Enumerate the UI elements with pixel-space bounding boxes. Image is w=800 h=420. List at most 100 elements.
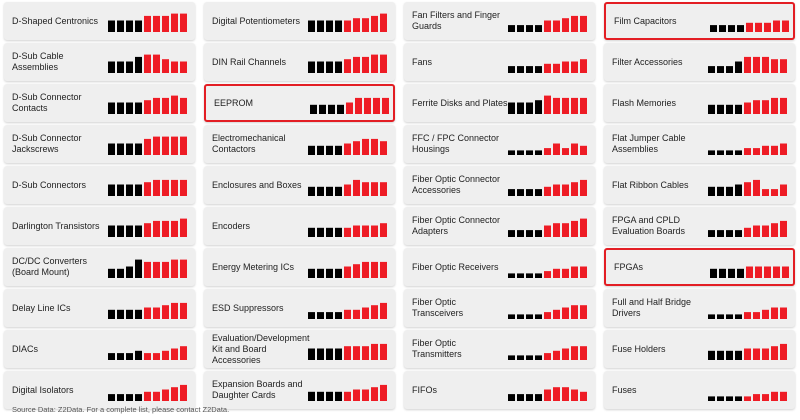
bar <box>562 307 569 319</box>
mini-bar-chart <box>108 95 187 114</box>
bar <box>126 184 133 196</box>
mini-bar-chart <box>708 307 787 319</box>
tile: Fiber Optic Transmitters <box>404 330 595 368</box>
bar <box>308 20 315 32</box>
bar <box>317 61 324 73</box>
bar <box>508 189 515 196</box>
tile: Full and Half Bridge Drivers <box>604 289 795 327</box>
bar <box>335 227 342 237</box>
bar <box>335 186 342 196</box>
mini-bar-chart <box>308 343 387 360</box>
bar <box>517 189 524 196</box>
bar <box>153 353 160 360</box>
bar <box>380 223 387 237</box>
tile: FIFOs <box>404 371 595 409</box>
bar <box>508 273 515 278</box>
tile-label: DC/DC Converters (Board Mount) <box>12 256 88 277</box>
bar <box>108 268 115 278</box>
tile-label: Expansion Boards and Daughter Cards <box>212 379 303 400</box>
bar <box>308 268 315 278</box>
bar <box>737 25 744 32</box>
bar <box>517 394 524 401</box>
bar <box>353 141 360 155</box>
mini-bar-chart <box>508 15 587 32</box>
bar <box>708 66 715 73</box>
bar <box>371 225 378 237</box>
bar <box>544 63 551 73</box>
mini-bar-chart <box>108 136 187 155</box>
bar <box>508 25 515 32</box>
bar <box>762 145 769 155</box>
bar <box>771 391 778 401</box>
bar <box>353 56 360 73</box>
bar <box>380 384 387 401</box>
bar <box>335 268 342 278</box>
bar <box>508 66 515 73</box>
bar <box>117 61 124 73</box>
bar <box>571 15 578 32</box>
bar <box>553 63 560 73</box>
bar <box>344 20 351 32</box>
bar <box>162 15 169 32</box>
tile: Ferrite Disks and Plates <box>404 84 595 122</box>
tile-label: Digital Potentiometers <box>212 15 301 26</box>
bar <box>762 56 769 73</box>
mini-bar-chart <box>108 384 187 401</box>
bar <box>735 396 742 401</box>
mini-bar-chart <box>308 223 387 237</box>
bar <box>362 389 369 401</box>
bar <box>753 225 760 237</box>
bar <box>144 353 151 360</box>
bar <box>544 148 551 155</box>
bar <box>580 266 587 278</box>
bar <box>773 20 780 32</box>
bar <box>544 353 551 360</box>
mini-bar-chart <box>308 384 387 401</box>
bar <box>719 25 726 32</box>
bar <box>553 387 560 401</box>
bar <box>326 61 333 73</box>
bar <box>162 97 169 114</box>
tile-label: D-Sub Connector Jackscrews <box>12 133 82 154</box>
bar <box>126 143 133 155</box>
bar <box>571 266 578 278</box>
tile-label: Flash Memories <box>612 97 677 108</box>
mini-bar-chart <box>508 218 587 237</box>
tile: Encoders <box>204 207 395 245</box>
bar <box>744 312 751 319</box>
mini-bar-chart <box>308 13 387 32</box>
bar <box>517 150 524 155</box>
bar <box>335 312 342 319</box>
tile-label: Fuse Holders <box>612 343 666 354</box>
bar <box>735 61 742 73</box>
bar <box>144 138 151 155</box>
bar <box>355 97 362 114</box>
tile: ESD Suppressors <box>204 289 395 327</box>
bar <box>117 225 124 237</box>
mini-bar-chart <box>508 346 587 360</box>
bar <box>180 13 187 32</box>
bar <box>382 97 389 114</box>
bar <box>762 309 769 319</box>
bar <box>719 268 726 278</box>
bar <box>517 355 524 360</box>
bar <box>771 145 778 155</box>
bar <box>135 225 142 237</box>
bar <box>344 227 351 237</box>
mini-bar-chart <box>710 266 789 278</box>
bar <box>117 309 124 319</box>
bar <box>144 391 151 401</box>
bar <box>735 104 742 114</box>
bar <box>780 97 787 114</box>
bar <box>326 312 333 319</box>
tile-label: D-Shaped Centronics <box>12 15 99 26</box>
bar <box>553 184 560 196</box>
mini-bar-chart <box>708 179 787 196</box>
bar <box>144 15 151 32</box>
bar <box>508 394 515 401</box>
tile: Electromechanical Contactors <box>204 125 395 163</box>
bar <box>708 150 715 155</box>
bar <box>744 348 751 360</box>
bar <box>108 184 115 196</box>
bar <box>753 179 760 196</box>
